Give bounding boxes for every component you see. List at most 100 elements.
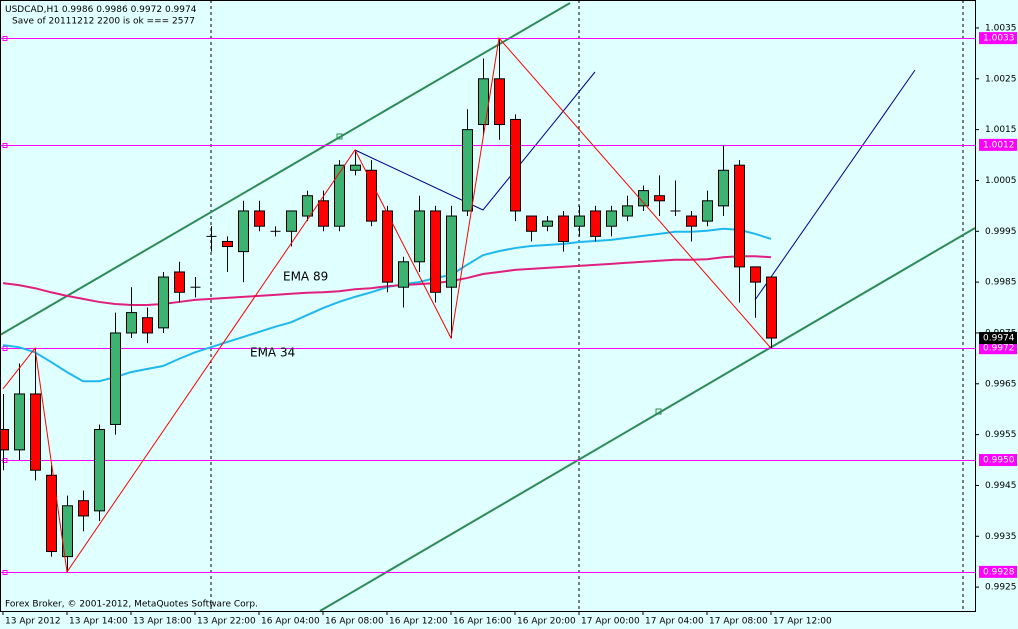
x-tick-label: 13 Apr 22:00 [197, 617, 256, 627]
y-tick-label: 0.9955 [985, 430, 1017, 440]
candle-body [318, 200, 329, 227]
y-tick-label: 0.9935 [985, 532, 1017, 542]
last-low: 0.9972 [131, 5, 163, 15]
x-tick-label: 16 Apr 16:00 [453, 617, 512, 627]
candle-body [158, 276, 169, 329]
y-tick-label: 1.0025 [985, 74, 1017, 84]
candle-body [526, 215, 537, 232]
candle-body [638, 190, 649, 207]
channel-handle [336, 133, 343, 140]
candle-body [462, 129, 473, 212]
last-close: 0.9974 [165, 5, 197, 15]
level-label: 0.9950 [983, 456, 1015, 466]
trend-line [754, 69, 916, 301]
level-label: 0.9972 [983, 344, 1015, 354]
level-label: 0.9928 [983, 567, 1015, 577]
candle-body [382, 210, 393, 283]
y-tick-label: 0.9945 [985, 481, 1017, 491]
candle-body [414, 210, 425, 263]
channel-line [0, 2, 571, 336]
candle-body [286, 210, 297, 232]
last-high: 0.9986 [96, 5, 128, 15]
candle-body [254, 210, 265, 227]
levels [0, 36, 975, 575]
candle-body [542, 220, 553, 227]
y-tick-label: 0.9925 [985, 583, 1017, 593]
candle-body [494, 78, 505, 126]
candle-body [238, 210, 249, 253]
candle-body [62, 505, 73, 558]
zigzag [2, 36, 772, 574]
candle-body [222, 240, 233, 248]
level-label-box [979, 138, 1017, 151]
candle-body [430, 210, 441, 293]
candle-body [366, 169, 377, 222]
level-label: 1.0033 [983, 34, 1015, 44]
x-tick-label: 17 Apr 12:00 [773, 617, 832, 627]
candle-body [606, 210, 617, 227]
candle-body [110, 332, 121, 425]
x-tick-label: 16 Apr 20:00 [517, 617, 576, 627]
price-label-box [979, 332, 1017, 345]
y-tick-label: 1.0015 [985, 125, 1017, 135]
candle-body [478, 78, 489, 126]
channel-line [319, 227, 976, 612]
candle-body [718, 169, 729, 207]
candles [0, 38, 777, 572]
x-tick-label: 17 Apr 08:00 [709, 617, 768, 627]
candle-body [766, 276, 777, 339]
y-tick-label: 1.0005 [985, 176, 1017, 186]
y-tick-label: 0.9965 [985, 379, 1017, 389]
candle-body [558, 215, 569, 242]
x-tick-label: 17 Apr 00:00 [581, 617, 640, 627]
status-text: Save of 20111212 2200 is ok === 2577 [12, 17, 195, 27]
level-label-box [979, 342, 1017, 355]
x-tick-label: 16 Apr 08:00 [325, 617, 384, 627]
candle-body [46, 474, 57, 553]
copyright: Forex Broker, © 2001-2012, MetaQuotes So… [5, 600, 258, 610]
candle-body [702, 200, 713, 222]
candle-body [750, 266, 761, 283]
candle-body [302, 195, 313, 217]
candle-body [174, 271, 185, 293]
candle-body [334, 164, 345, 227]
symbol: USDCAD,H1 [5, 5, 59, 15]
level-handle [2, 36, 8, 41]
x-tick-label: 16 Apr 12:00 [389, 617, 448, 627]
candle-body [574, 215, 585, 227]
zigzag-line [2, 36, 772, 574]
chart-title: USDCAD,H1 0.9986 0.9986 0.9972 0.9974 [5, 5, 197, 15]
candle-body [622, 205, 633, 217]
candle-body [0, 429, 9, 451]
level-label-box [979, 454, 1017, 467]
candle-body [510, 118, 521, 212]
candle-body [350, 164, 361, 171]
level-label-box [979, 565, 1017, 578]
y-tick-label: 0.9985 [985, 278, 1017, 288]
candle-body [590, 210, 601, 237]
price-label: 0.9974 [983, 334, 1015, 344]
level-label: 1.0012 [983, 140, 1015, 150]
x-tick-label: 13 Apr 14:00 [69, 617, 128, 627]
x-tick-label: 13 Apr 18:00 [133, 617, 192, 627]
candle-body [14, 393, 25, 451]
candle-body [142, 317, 153, 334]
candle-body [654, 195, 665, 202]
drawings [0, 0, 976, 612]
candle-body [126, 312, 137, 334]
candle-body [30, 393, 41, 471]
axes: 1.0035 1.0025 1.0015 1.0005 0.9995 0.9985 0.99… [2, 23, 1017, 627]
level-handle [2, 143, 8, 148]
candle-body [686, 215, 697, 227]
last-open: 0.9986 [62, 5, 94, 15]
y-tick-label: 0.9995 [985, 227, 1017, 237]
candle-body [446, 215, 457, 288]
candle-body [78, 500, 89, 517]
trend-line [354, 71, 596, 211]
ema-label: EMA 89 [283, 270, 328, 284]
x-tick-label: 13 Apr 2012 [5, 617, 61, 627]
x-tick-label: 17 Apr 04:00 [645, 617, 704, 627]
